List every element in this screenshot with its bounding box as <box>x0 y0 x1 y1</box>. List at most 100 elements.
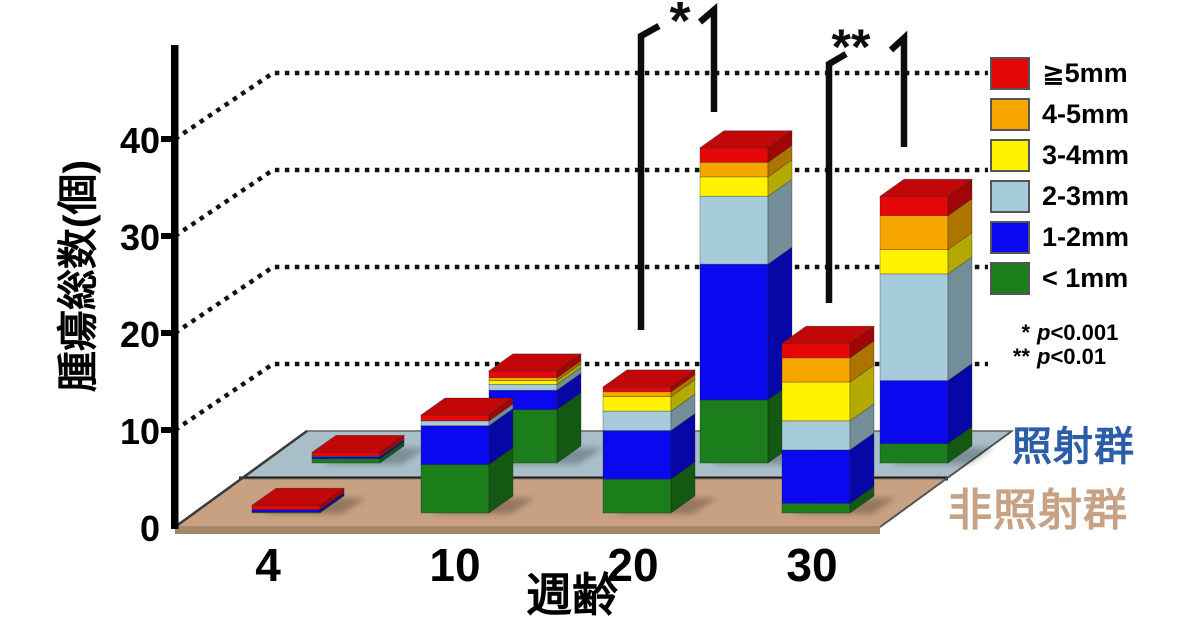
bar-segment-front <box>602 478 672 514</box>
p-note-2-stars: ** <box>1012 344 1030 369</box>
bar-segment-front <box>602 391 672 397</box>
legend: ≧5mm 4-5mm 3-4mm 2-3mm 1-2mm < 1mm <box>990 57 1129 303</box>
bar-segment-front <box>602 430 672 480</box>
bar-segment-front <box>781 449 851 504</box>
bar-segment-side <box>767 178 793 265</box>
bar-segment-front <box>879 249 949 275</box>
bar-top-face <box>698 130 794 149</box>
x-tick-label-10: 10 <box>429 539 481 591</box>
bar-segment-front <box>781 357 851 383</box>
legend-item: 2-3mm <box>990 180 1129 213</box>
legend-item: < 1mm <box>990 262 1129 295</box>
bar-top-face <box>487 353 583 372</box>
bar-segment-front <box>602 410 672 431</box>
legend-item: 3-4mm <box>990 139 1129 172</box>
bar-segment-front <box>420 464 490 514</box>
y-axis-tick <box>161 233 175 239</box>
p-note-1: * p<0.001 <box>1000 321 1118 345</box>
bar-segment-side <box>319 494 345 514</box>
legend-swatch <box>990 221 1030 254</box>
sig-bracket-week20-left <box>637 23 661 330</box>
sig-bracket-week30-right <box>888 30 908 147</box>
bar-segment-side <box>767 130 793 163</box>
bar-segment-front <box>781 420 851 451</box>
gridline-30 <box>173 167 988 238</box>
bar-segment-side <box>947 256 973 382</box>
series-label-non-irradiated: 非照射群 <box>948 486 1128 535</box>
p-value-notes: * p<0.001 ** p<0.01 <box>1000 321 1118 369</box>
bar-top-face <box>250 487 346 506</box>
sig-bracket-week20-right <box>697 2 718 112</box>
bar-segment-front <box>602 396 672 412</box>
bar-segment-front <box>420 414 490 422</box>
bar-segment-front <box>420 420 490 427</box>
legend-swatch <box>990 139 1030 172</box>
bar-segment-front <box>879 195 949 216</box>
bar-segment-side <box>947 178 973 217</box>
bar-segment-front <box>251 509 321 513</box>
bar-segment-front <box>879 215 949 250</box>
legend-label: 2-3mm <box>1042 181 1130 211</box>
bar-top-face <box>419 397 515 416</box>
bar-segment-side <box>767 144 793 178</box>
bar-segment-front <box>781 502 851 514</box>
x-axis-title: 週齢 <box>526 569 618 621</box>
bar-segment-front <box>488 384 558 391</box>
legend-label: 1-2mm <box>1042 222 1130 252</box>
bar-top-face <box>780 325 876 344</box>
bar-top-face <box>310 434 406 453</box>
legend-label: < 1mm <box>1042 263 1129 293</box>
bar-segment-front <box>488 377 558 381</box>
bar-segment-front <box>488 370 558 378</box>
bar-segment-front <box>488 380 558 385</box>
legend-swatch <box>990 180 1030 213</box>
bar-segment-front <box>699 176 769 197</box>
legend-item: ≧5mm <box>990 57 1129 90</box>
bar-segment-front <box>781 342 851 359</box>
y-tick-label-40: 40 <box>119 120 160 161</box>
legend-swatch <box>990 57 1030 90</box>
bar-segment-front <box>879 273 949 381</box>
bar-segment-front <box>251 504 321 510</box>
gridline-20 <box>173 264 988 335</box>
p-note-1-stars: * <box>1021 320 1030 345</box>
bar-segment-front <box>879 380 949 444</box>
p-note-2: ** p<0.01 <box>1000 345 1118 369</box>
legend-swatch <box>990 262 1030 295</box>
p-note-2-value: <0.01 <box>1050 344 1107 369</box>
y-axis-line <box>171 45 179 529</box>
y-axis-tick <box>161 330 175 336</box>
bar-top-face <box>878 178 974 197</box>
bar-segment-front <box>420 425 490 465</box>
bar-segment-front <box>699 161 769 178</box>
bar-segment-front <box>311 458 381 464</box>
bar-segment-front <box>879 443 949 464</box>
bar-segment-side <box>767 159 793 197</box>
floor-front-face <box>175 527 880 534</box>
y-tick-label-30: 30 <box>119 217 160 258</box>
legend-label: 4-5mm <box>1042 99 1130 129</box>
gridline-40 <box>173 70 988 141</box>
y-axis-title: 腫瘍総数(個) <box>55 159 101 393</box>
bar-segment-front <box>311 451 381 457</box>
bar-segment-front <box>699 399 769 464</box>
y-axis-tick <box>161 136 175 142</box>
y-axis-tick <box>161 427 175 433</box>
significance-star-week20: * <box>669 0 691 51</box>
bar-segment-front <box>602 386 672 393</box>
p-note-1-value: <0.001 <box>1050 320 1119 345</box>
legend-item: 4-5mm <box>990 98 1129 131</box>
series-label-irradiated: 照射群 <box>1012 425 1135 469</box>
x-tick-label-20: 20 <box>607 539 659 591</box>
bar-top-face <box>601 369 697 388</box>
y-tick-label-0: 0 <box>139 508 160 549</box>
y-tick-label-10: 10 <box>119 411 160 452</box>
sig-bracket-week30-left <box>825 51 848 303</box>
legend-item: 1-2mm <box>990 221 1129 254</box>
bar-segment-front <box>781 381 851 422</box>
bar-segment-front <box>699 263 769 401</box>
bar-segment-front <box>699 147 769 163</box>
legend-label: ≧5mm <box>1042 58 1128 88</box>
p-note-1-symbol: p <box>1037 320 1051 345</box>
